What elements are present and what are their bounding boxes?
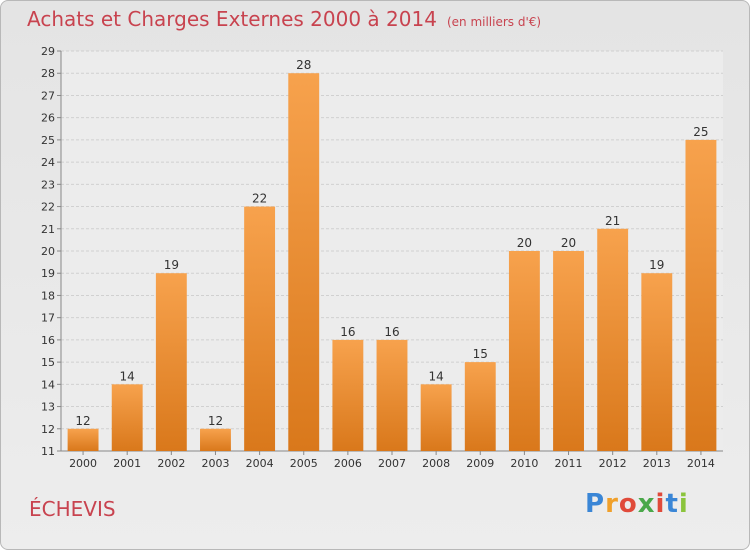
- bar-value-label: 16: [384, 325, 399, 339]
- bar: [288, 73, 320, 451]
- bar: [508, 251, 540, 451]
- bar: [420, 384, 452, 451]
- bar-value-label: 19: [649, 258, 664, 272]
- bar-value-label: 28: [296, 58, 311, 72]
- bar: [155, 273, 187, 451]
- bar-value-label: 16: [340, 325, 355, 339]
- bar: [685, 139, 717, 451]
- y-tick-label: 18: [41, 289, 55, 302]
- bar: [464, 362, 496, 451]
- bar-value-label: 14: [120, 369, 135, 383]
- y-tick-label: 13: [41, 401, 55, 414]
- x-tick-label: 2008: [422, 457, 450, 470]
- bar-value-label: 21: [605, 214, 620, 228]
- y-tick-label: 20: [41, 245, 55, 258]
- x-tick-label: 2006: [334, 457, 362, 470]
- commune-name: ÉCHEVIS: [29, 497, 116, 521]
- bar-value-label: 19: [164, 258, 179, 272]
- logo-letter: t: [665, 489, 679, 519]
- bar: [244, 206, 276, 451]
- y-tick-label: 15: [41, 356, 55, 369]
- x-tick-label: 2000: [69, 457, 97, 470]
- y-tick-label: 29: [41, 45, 55, 58]
- logo-letter: i: [678, 489, 689, 519]
- x-tick-label: 2012: [599, 457, 627, 470]
- y-tick-label: 22: [41, 201, 55, 214]
- x-tick-label: 2010: [510, 457, 538, 470]
- y-tick-label: 12: [41, 423, 55, 436]
- y-tick-label: 17: [41, 312, 55, 325]
- y-tick-label: 25: [41, 134, 55, 147]
- x-tick-label: 2001: [113, 457, 141, 470]
- bar: [332, 339, 364, 451]
- x-tick-label: 2007: [378, 457, 406, 470]
- chart-title: Achats et Charges Externes 2000 à 2014: [27, 7, 437, 31]
- logo-letter: o: [618, 489, 638, 519]
- proxiti-logo: Proxiti: [585, 489, 689, 519]
- x-tick-label: 2004: [246, 457, 274, 470]
- x-tick-label: 2005: [290, 457, 318, 470]
- title-row: Achats et Charges Externes 2000 à 2014 (e…: [27, 7, 541, 31]
- y-tick-label: 23: [41, 178, 55, 191]
- x-tick-label: 2013: [643, 457, 671, 470]
- y-tick-label: 28: [41, 67, 55, 80]
- logo-letter: r: [605, 489, 619, 519]
- bar: [200, 428, 231, 451]
- x-tick-label: 2002: [157, 457, 185, 470]
- bar-value-label: 12: [208, 414, 223, 428]
- y-tick-label: 24: [41, 156, 55, 169]
- bar: [67, 428, 99, 451]
- bar: [597, 228, 629, 451]
- y-tick-label: 21: [41, 223, 55, 236]
- bar-value-label: 20: [561, 236, 576, 250]
- bar-value-label: 20: [517, 236, 532, 250]
- bar-value-label: 22: [252, 192, 267, 206]
- y-tick-label: 19: [41, 267, 55, 280]
- y-tick-label: 11: [41, 445, 55, 458]
- logo-letter: i: [655, 489, 666, 519]
- y-tick-label: 14: [41, 378, 55, 391]
- bar: [111, 384, 143, 451]
- chart-unit: (en milliers d'€): [446, 15, 542, 29]
- x-tick-label: 2003: [201, 457, 229, 470]
- bar-value-label: 12: [75, 414, 90, 428]
- bar: [376, 339, 408, 451]
- y-tick-label: 26: [41, 112, 55, 125]
- logo-letter: x: [637, 489, 656, 519]
- bar: [553, 251, 584, 451]
- x-tick-label: 2009: [466, 457, 494, 470]
- bar-value-label: 25: [693, 125, 708, 139]
- y-tick-label: 27: [41, 89, 55, 102]
- bar-value-label: 14: [428, 369, 443, 383]
- x-tick-label: 2014: [687, 457, 715, 470]
- y-tick-label: 16: [41, 334, 55, 347]
- x-tick-label: 2011: [555, 457, 583, 470]
- bar: [641, 273, 673, 451]
- bar-value-label: 15: [473, 347, 488, 361]
- logo-letter: P: [585, 489, 606, 519]
